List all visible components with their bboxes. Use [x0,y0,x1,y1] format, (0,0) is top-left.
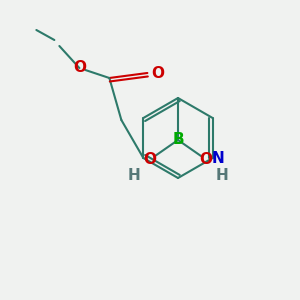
Text: O: O [200,152,212,167]
Text: O: O [143,152,157,167]
Text: H: H [216,169,228,184]
Text: N: N [211,151,224,166]
Text: H: H [128,169,140,184]
Text: B: B [172,133,184,148]
Text: O: O [73,61,86,76]
Text: O: O [151,65,164,80]
